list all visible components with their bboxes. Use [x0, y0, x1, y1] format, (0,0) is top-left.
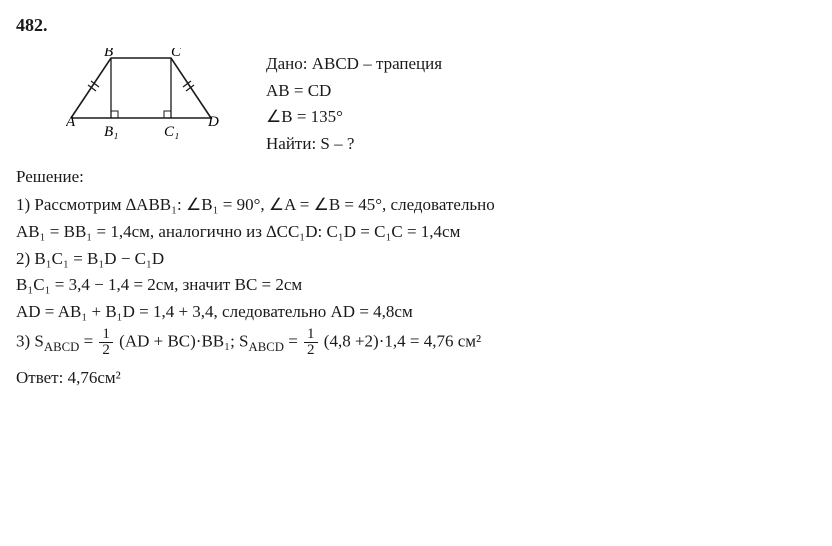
- text: 3) S: [16, 331, 44, 350]
- fraction: 12: [99, 327, 113, 358]
- denominator: 2: [99, 343, 113, 358]
- given-line: AB = CD: [266, 79, 816, 104]
- numerator: 1: [304, 327, 318, 343]
- text: =: [284, 331, 302, 350]
- fraction: 12: [304, 327, 318, 358]
- given-block: Дано: ABCD – трапеция AB = CD ∠B = 135° …: [266, 48, 816, 159]
- numerator: 1: [99, 327, 113, 343]
- label-B: B: [104, 48, 113, 60]
- solution-header: Решение:: [16, 165, 816, 190]
- trapezoid-figure: A B C D B₁ C₁: [66, 48, 226, 156]
- subscript: ABCD: [249, 339, 284, 353]
- text: =: [79, 331, 97, 350]
- solution-line: B₁C₁ = 3,4 − 1,4 = 2см, значит BC = 2см: [16, 273, 816, 298]
- label-D: D: [207, 114, 219, 130]
- label-C1: C₁: [164, 124, 179, 140]
- given-line: Найти: S – ?: [266, 132, 816, 157]
- text: (AD + BC)·BB₁; S: [119, 331, 248, 350]
- given-line: Дано: ABCD – трапеция: [266, 52, 816, 77]
- label-C: C: [171, 48, 182, 60]
- given-line: ∠B = 135°: [266, 105, 816, 130]
- solution-line: 2) B₁C₁ = B₁D − C₁D: [16, 247, 816, 272]
- text: (4,8 +2)·1,4 = 4,76 см²: [324, 331, 481, 350]
- solution-block: 1) Рассмотрим ∆ABB₁: ∠B₁ = 90°, ∠A = ∠B …: [16, 193, 816, 357]
- solution-line: 1) Рассмотрим ∆ABB₁: ∠B₁ = 90°, ∠A = ∠B …: [16, 193, 816, 218]
- problem-number: 482.: [16, 12, 816, 38]
- label-B1: B₁: [104, 124, 118, 140]
- top-row: A B C D B₁ C₁ Дано: ABCD – трапеция AB =…: [16, 48, 816, 159]
- answer: Ответ: 4,76см²: [16, 366, 816, 391]
- solution-line: 3) SABCD = 12 (AD + BC)·BB₁; SABCD = 12 …: [16, 327, 816, 358]
- solution-line: AD = AB₁ + B₁D = 1,4 + 3,4, следовательн…: [16, 300, 816, 325]
- denominator: 2: [304, 343, 318, 358]
- solution-line: AB₁ = BB₁ = 1,4см, аналогично из ∆CC₁D: …: [16, 220, 816, 245]
- subscript: ABCD: [44, 339, 79, 353]
- label-A: A: [66, 114, 76, 130]
